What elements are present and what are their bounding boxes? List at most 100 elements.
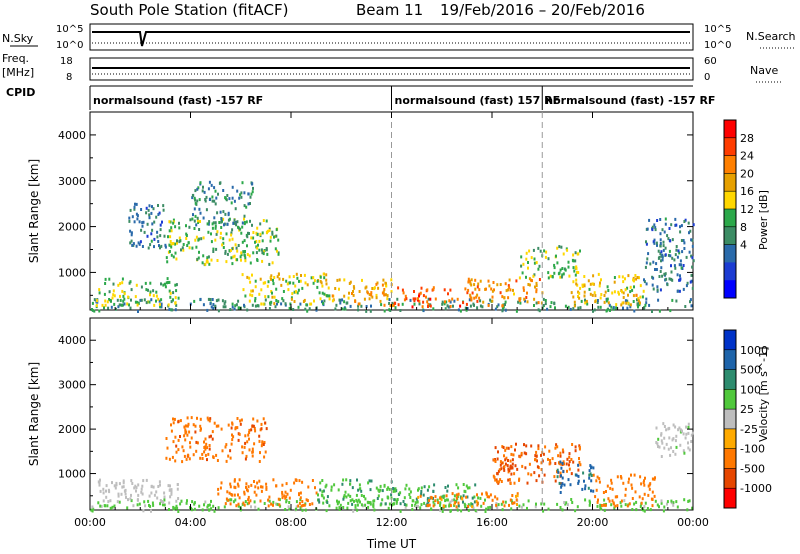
data-cell bbox=[241, 445, 244, 449]
data-cell bbox=[168, 229, 171, 233]
data-cell bbox=[468, 279, 471, 283]
data-cell bbox=[402, 500, 405, 503]
data-cell bbox=[638, 276, 640, 280]
data-cell bbox=[434, 499, 437, 503]
data-cell bbox=[338, 298, 341, 302]
data-cell bbox=[396, 498, 399, 501]
data-cell bbox=[132, 504, 135, 508]
data-cell bbox=[202, 216, 205, 220]
data-cell bbox=[336, 499, 338, 503]
data-cell bbox=[135, 486, 138, 490]
data-cell bbox=[525, 257, 528, 261]
data-cell bbox=[635, 500, 638, 504]
data-cell bbox=[205, 208, 208, 212]
data-cell bbox=[288, 496, 291, 500]
data-cell bbox=[627, 274, 630, 278]
data-cell bbox=[446, 304, 449, 308]
data-cell bbox=[377, 286, 380, 290]
data-cell bbox=[150, 509, 152, 513]
data-cell bbox=[342, 495, 345, 499]
data-cell bbox=[275, 484, 278, 488]
data-cell bbox=[465, 495, 468, 499]
data-cell bbox=[676, 255, 679, 259]
data-cell bbox=[422, 493, 425, 497]
data-cell bbox=[220, 427, 223, 431]
data-cell bbox=[403, 503, 406, 506]
data-cell bbox=[427, 305, 429, 308]
data-cell bbox=[150, 232, 153, 236]
data-cell bbox=[633, 473, 636, 477]
colorbar-cell bbox=[724, 349, 736, 371]
data-cell bbox=[451, 297, 454, 301]
data-cell bbox=[141, 245, 144, 248]
data-cell bbox=[310, 276, 313, 280]
data-cell bbox=[234, 243, 237, 247]
data-cell bbox=[642, 508, 645, 512]
data-cell bbox=[229, 249, 232, 252]
data-cell bbox=[160, 298, 163, 302]
data-cell bbox=[256, 481, 259, 485]
data-cell bbox=[277, 300, 280, 304]
data-cell bbox=[136, 498, 139, 502]
data-cell bbox=[240, 258, 242, 262]
data-cell bbox=[664, 246, 667, 250]
data-cell bbox=[118, 303, 121, 307]
data-cell bbox=[206, 416, 209, 420]
data-cell bbox=[664, 217, 667, 221]
data-cell bbox=[193, 502, 196, 506]
data-cell bbox=[237, 299, 240, 303]
data-cell bbox=[141, 224, 144, 228]
data-cell bbox=[174, 225, 177, 229]
data-cell bbox=[574, 273, 577, 277]
data-cell bbox=[169, 220, 172, 224]
data-cell bbox=[143, 500, 146, 504]
data-cell bbox=[161, 500, 163, 503]
data-cell bbox=[296, 276, 299, 280]
data-cell bbox=[231, 196, 234, 200]
data-cell bbox=[225, 260, 228, 264]
data-cell bbox=[205, 195, 208, 199]
data-cell bbox=[213, 216, 216, 220]
colorbar-tick-label: -1000 bbox=[740, 482, 772, 495]
data-cell bbox=[317, 498, 320, 502]
data-cell bbox=[375, 282, 378, 286]
data-cell bbox=[269, 239, 272, 243]
data-cell bbox=[504, 458, 507, 462]
data-cell bbox=[417, 488, 419, 492]
data-cell bbox=[675, 248, 678, 252]
data-cell bbox=[668, 249, 671, 253]
data-cell bbox=[231, 228, 234, 232]
data-cell bbox=[244, 259, 247, 263]
data-cell bbox=[598, 477, 601, 481]
data-cell bbox=[232, 255, 235, 259]
data-cell bbox=[643, 505, 646, 508]
colorbar-cell bbox=[724, 428, 736, 450]
colorbar-cell bbox=[724, 137, 736, 157]
data-cell bbox=[572, 259, 575, 263]
data-cell bbox=[691, 238, 694, 242]
data-cell bbox=[105, 484, 108, 488]
data-cell bbox=[619, 475, 622, 478]
data-cell bbox=[513, 292, 515, 296]
data-cell bbox=[640, 501, 643, 505]
data-cell bbox=[387, 506, 390, 510]
data-cell bbox=[212, 247, 215, 251]
data-cell bbox=[504, 308, 507, 312]
data-cell bbox=[106, 504, 109, 508]
data-cell bbox=[312, 281, 315, 285]
data-cell bbox=[451, 498, 454, 502]
data-cell bbox=[169, 495, 172, 499]
y-tick-label: 1000 bbox=[58, 468, 86, 481]
data-cell bbox=[423, 501, 426, 505]
data-cell bbox=[243, 204, 246, 208]
data-cell bbox=[452, 304, 454, 308]
data-cell bbox=[225, 497, 228, 501]
data-cell bbox=[666, 502, 668, 506]
data-cell bbox=[592, 282, 595, 286]
data-cell bbox=[643, 492, 646, 496]
data-cell bbox=[691, 506, 694, 510]
data-cell bbox=[457, 308, 460, 312]
data-cell bbox=[588, 499, 591, 503]
data-cell bbox=[243, 303, 245, 307]
data-cell bbox=[556, 261, 559, 265]
